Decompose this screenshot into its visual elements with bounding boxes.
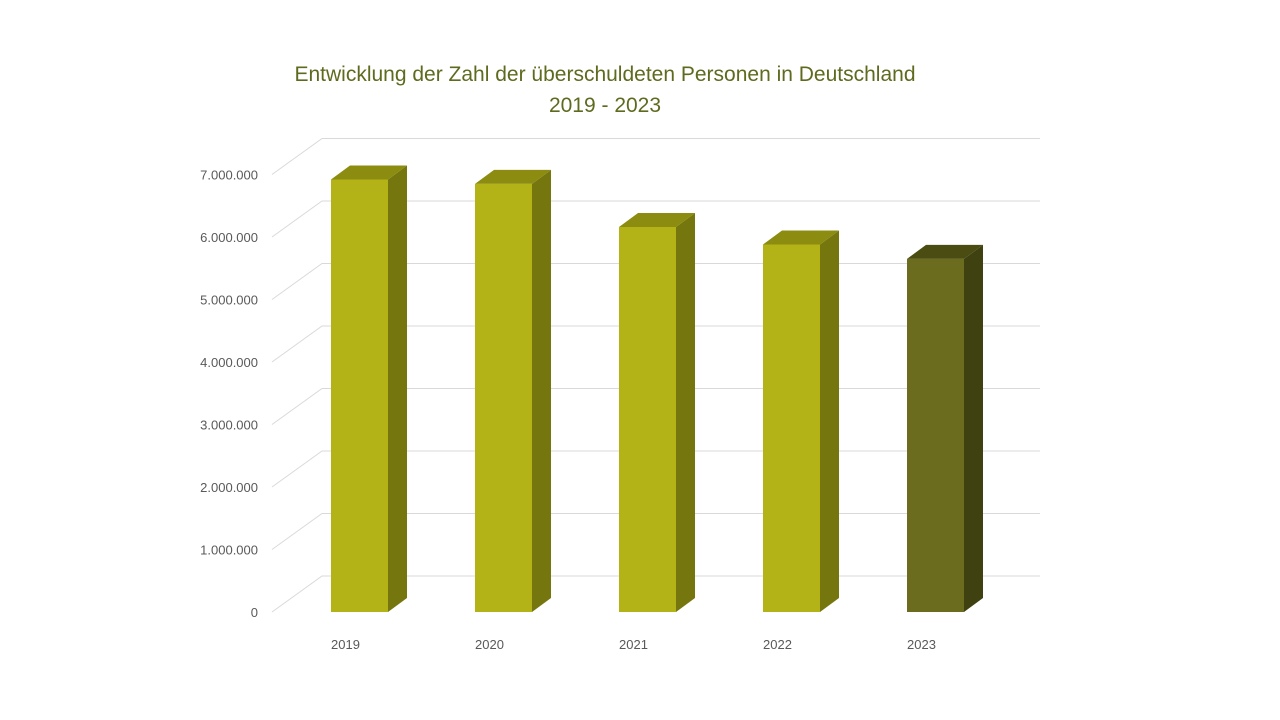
y-tick-label: 7.000.000 bbox=[200, 168, 258, 183]
bar-side bbox=[532, 169, 551, 612]
bar-front bbox=[907, 258, 964, 612]
bar-top bbox=[763, 230, 839, 245]
bar-2022 bbox=[763, 230, 839, 612]
bar-2020 bbox=[475, 169, 551, 612]
bar-top bbox=[907, 244, 983, 259]
x-tick-label: 2023 bbox=[907, 637, 936, 652]
y-tick-label: 5.000.000 bbox=[200, 293, 258, 308]
y-tick-label: 6.000.000 bbox=[200, 230, 258, 245]
bar-2021 bbox=[619, 213, 695, 612]
x-tick-label: 2021 bbox=[619, 637, 648, 652]
bar-top bbox=[331, 165, 407, 180]
bar-front bbox=[763, 244, 820, 612]
y-tick-label: 2.000.000 bbox=[200, 480, 258, 495]
bar-front bbox=[331, 179, 388, 612]
bar-side bbox=[388, 165, 407, 612]
bar-2023 bbox=[907, 244, 983, 612]
bars-layer bbox=[331, 165, 983, 612]
y-tick-label: 3.000.000 bbox=[200, 418, 258, 433]
y-tick-label: 0 bbox=[251, 605, 258, 620]
bar-side bbox=[676, 213, 695, 612]
y-tick-label: 4.000.000 bbox=[200, 355, 258, 370]
bar-side bbox=[964, 244, 983, 612]
gridline bbox=[271, 200, 1040, 238]
gridline bbox=[271, 138, 1040, 175]
x-tick-label: 2020 bbox=[475, 637, 504, 652]
bar-2019 bbox=[331, 165, 407, 612]
bar-front bbox=[619, 227, 676, 612]
chart-title-line-1: Entwicklung der Zahl der überschuldeten … bbox=[294, 63, 916, 86]
y-axis-ticks: 0 1.000.000 2.000.000 3.000.000 4.000.000 5.0… bbox=[200, 168, 258, 621]
bar-top bbox=[475, 169, 551, 184]
y-tick-label: 1.000.000 bbox=[200, 543, 258, 558]
bar-front bbox=[475, 183, 532, 612]
x-tick-label: 2022 bbox=[763, 637, 792, 652]
x-tick-label: 2019 bbox=[331, 637, 360, 652]
bar-top bbox=[619, 213, 695, 227]
bar-side bbox=[820, 230, 839, 612]
x-axis-ticks: 2019 2020 2021 2022 2023 bbox=[331, 637, 936, 652]
chart-title-line-2: 2019 - 2023 bbox=[548, 94, 662, 117]
